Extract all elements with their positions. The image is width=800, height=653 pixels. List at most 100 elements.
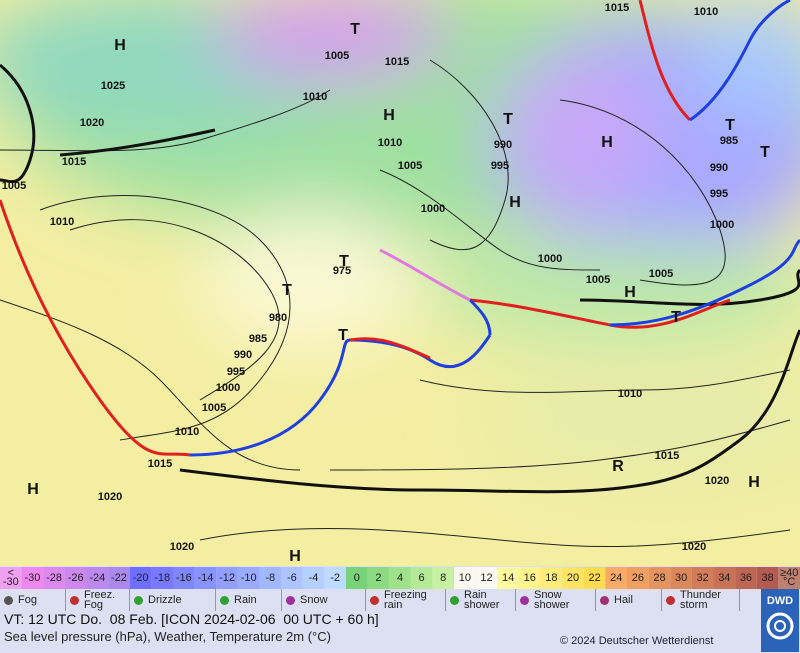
legend-label: Rain shower xyxy=(464,589,500,611)
colorbar-cell xyxy=(691,567,714,589)
pressure-label: 1010 xyxy=(50,216,74,228)
pressure-label: 1005 xyxy=(202,402,226,414)
colorbar-cell xyxy=(21,567,44,589)
legend-item: Freez. Fog xyxy=(66,589,130,611)
pressure-system: H xyxy=(114,37,126,54)
pressure-label: 980 xyxy=(269,312,287,324)
legend-icon xyxy=(450,595,459,605)
legend-item: Thunder storm xyxy=(662,589,740,611)
colorbar-label: 18 xyxy=(545,572,557,584)
main-isobars xyxy=(0,63,800,494)
colorbar-cell xyxy=(583,567,606,589)
pressure-system: H xyxy=(289,548,301,565)
pressure-label: 1005 xyxy=(325,50,349,62)
legend-label: Rain xyxy=(234,594,257,606)
colorbar-cell xyxy=(713,567,736,589)
legend-icon xyxy=(666,595,675,605)
pressure-label: 995 xyxy=(491,160,509,172)
colorbar-cell xyxy=(194,567,217,589)
pressure-system: H xyxy=(27,481,39,498)
colorbar-label: 6 xyxy=(419,572,425,584)
legend-icon xyxy=(4,595,13,605)
colorbar-cell xyxy=(324,567,346,589)
pressure-label: 1000 xyxy=(710,219,734,231)
colorbar-label: 34 xyxy=(718,572,730,584)
pressure-label: 1020 xyxy=(170,541,194,553)
colorbar-cell xyxy=(756,567,779,589)
pressure-label: 985 xyxy=(249,333,267,345)
colorbar-label: 32 xyxy=(697,572,709,584)
colorbar-low-label: -30 xyxy=(3,576,19,588)
pressure-label: 1005 xyxy=(649,268,673,280)
pressure-label: 1005 xyxy=(586,274,610,286)
pressure-label: 1020 xyxy=(80,117,104,129)
legend-item: Hail xyxy=(596,589,662,611)
pressure-system: T xyxy=(339,253,349,270)
temperature-field xyxy=(0,0,800,566)
colorbar-label: -4 xyxy=(309,572,319,584)
colorbar-label: -30 xyxy=(24,572,40,584)
colorbar-cell xyxy=(64,567,87,589)
pressure-label: 995 xyxy=(227,366,245,378)
pressure-system: T xyxy=(671,309,681,326)
pressure-system: H xyxy=(383,107,395,124)
colorbar-label: -14 xyxy=(197,572,213,584)
pressure-label: 1000 xyxy=(421,203,445,215)
colorbar-cell xyxy=(259,567,282,589)
colorbar-label: 8 xyxy=(440,572,446,584)
legend-label: Snow xyxy=(300,594,328,606)
colorbar-cell xyxy=(108,567,130,589)
pressure-label: 995 xyxy=(710,188,728,200)
pressure-label: 975 xyxy=(333,265,351,277)
fronts xyxy=(0,0,800,457)
pressure-label: 985 xyxy=(720,135,738,147)
legend-icon xyxy=(70,595,79,605)
colorbar-cell xyxy=(432,567,455,589)
pressure-system: H xyxy=(509,194,521,211)
legend-icon xyxy=(220,595,229,605)
pressure-label: 1015 xyxy=(655,450,679,462)
pressure-label: 990 xyxy=(710,162,728,174)
colorbar-cell xyxy=(43,567,65,589)
legend-item: Snow shower xyxy=(516,589,596,611)
colorbar-cell xyxy=(129,567,152,589)
colorbar-cell xyxy=(518,567,541,589)
pressure-label: 990 xyxy=(494,139,512,151)
legend-item: Drizzle xyxy=(130,589,216,611)
colorbar-label: 4 xyxy=(397,572,403,584)
colorbar-cell xyxy=(237,567,260,589)
legend-icon xyxy=(370,595,379,605)
colorbar-label: 30 xyxy=(675,572,687,584)
colorbar-label: -10 xyxy=(241,572,257,584)
colorbar-label: 16 xyxy=(524,572,536,584)
colorbar-cell xyxy=(778,567,800,589)
pressure-label: 1000 xyxy=(538,253,562,265)
colorbar-label: -24 xyxy=(89,572,105,584)
pressure-system: H xyxy=(748,474,760,491)
colorbar-low-symbol: < xyxy=(8,567,14,579)
isobars xyxy=(0,59,791,548)
legend-item: Snow xyxy=(282,589,366,611)
valid-time: VT: 12 UTC Do. 08 Feb. [ICON 2024-02-06 … xyxy=(4,611,379,627)
pressure-label: 1020 xyxy=(682,541,706,553)
colorbar-cell xyxy=(410,567,433,589)
colorbar-cell xyxy=(475,567,498,589)
pressure-label: 1025 xyxy=(101,80,125,92)
legend-item: Rain shower xyxy=(446,589,516,611)
pressure-label: 1005 xyxy=(398,160,422,172)
colorbar-cell xyxy=(540,567,563,589)
colorbar-label: -8 xyxy=(265,572,275,584)
legend-label: Hail xyxy=(614,594,633,606)
weather-legend: Fog Freez. Fog Drizzle Rain Snow Freezing rai… xyxy=(0,589,800,611)
colorbar-cell xyxy=(454,567,476,589)
colorbar-cell xyxy=(648,567,671,589)
colorbar-label: 38 xyxy=(761,572,773,584)
pressure-label: 1015 xyxy=(385,56,409,68)
colorbar-label: -6 xyxy=(287,572,297,584)
pressure-label: 1015 xyxy=(62,156,86,168)
colorbar-cell xyxy=(562,567,584,589)
colorbar-cell xyxy=(670,567,692,589)
colorbar-label: -20 xyxy=(133,572,149,584)
